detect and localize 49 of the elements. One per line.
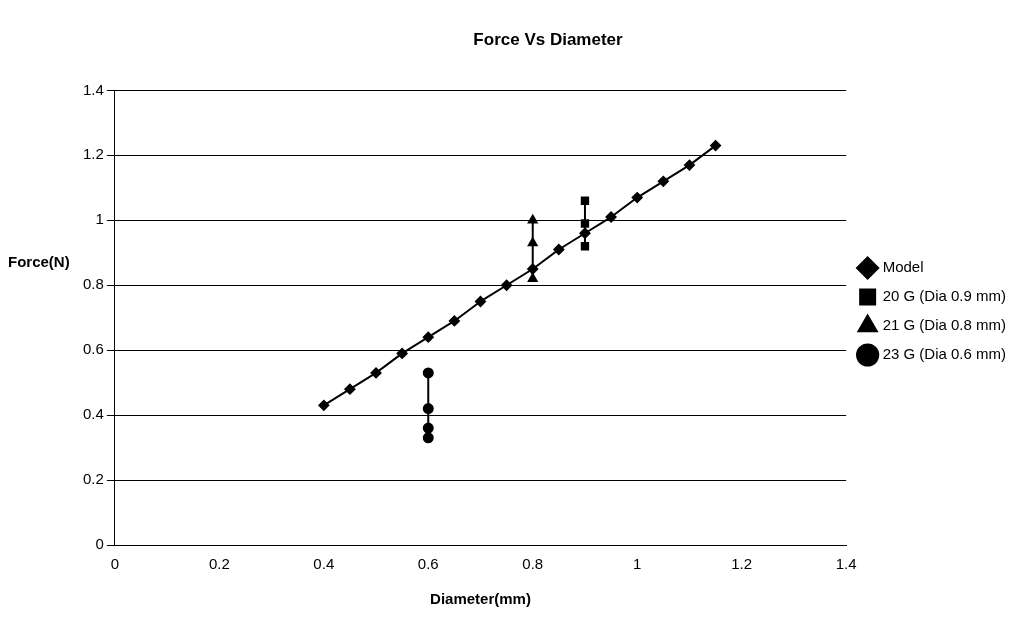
point <box>422 367 434 379</box>
point <box>448 315 460 327</box>
x-tick-label: 0 <box>110 555 120 573</box>
y-tick-label: 0.8 <box>82 275 104 293</box>
point <box>370 367 382 379</box>
y-tick-label: 0.6 <box>82 340 104 358</box>
point <box>683 159 695 171</box>
point <box>422 403 434 415</box>
point <box>605 211 617 223</box>
x-tick-label: 1.2 <box>731 555 753 573</box>
point <box>396 347 408 359</box>
point <box>527 237 538 247</box>
legend-label: 20 G (Dia 0.9 mm) <box>882 287 1007 305</box>
y-tick-label: 1 <box>95 210 104 228</box>
y-axis-title: Force(N) <box>8 253 70 271</box>
y-tick-label: 0.4 <box>82 405 104 423</box>
y-tick-label: 1.2 <box>82 145 104 163</box>
y-tick-label: 1.4 <box>82 80 104 98</box>
x-tick-label: 0.2 <box>208 555 230 573</box>
y-tick-label: 0.2 <box>82 470 104 488</box>
legend-label: Model <box>882 258 924 276</box>
x-tick-label: 0.4 <box>313 555 335 573</box>
point <box>422 432 434 444</box>
y-tick-label: 0 <box>95 535 104 553</box>
point <box>422 422 434 434</box>
point <box>318 399 330 411</box>
point <box>580 219 590 228</box>
x-tick-label: 0.6 <box>417 555 439 573</box>
point <box>344 383 356 395</box>
x-tick-label: 0.8 <box>522 555 544 573</box>
legend-label: 23 G (Dia 0.6 mm) <box>882 345 1007 363</box>
point <box>527 214 538 224</box>
point <box>580 242 590 251</box>
chart-title: Force Vs Diameter <box>473 29 624 49</box>
x-axis-title: Diameter(mm) <box>430 590 531 608</box>
point <box>527 263 539 275</box>
legend-label: 21 G (Dia 0.8 mm) <box>882 316 1007 334</box>
point <box>710 140 722 152</box>
point <box>501 279 513 291</box>
x-tick-label: 1.4 <box>835 555 857 573</box>
x-tick-label: 1 <box>633 555 642 573</box>
point <box>580 196 590 205</box>
point <box>579 227 591 239</box>
point <box>527 273 538 282</box>
point <box>631 192 643 204</box>
point <box>475 295 486 307</box>
point <box>422 331 434 343</box>
point <box>553 244 565 256</box>
point <box>657 175 669 187</box>
